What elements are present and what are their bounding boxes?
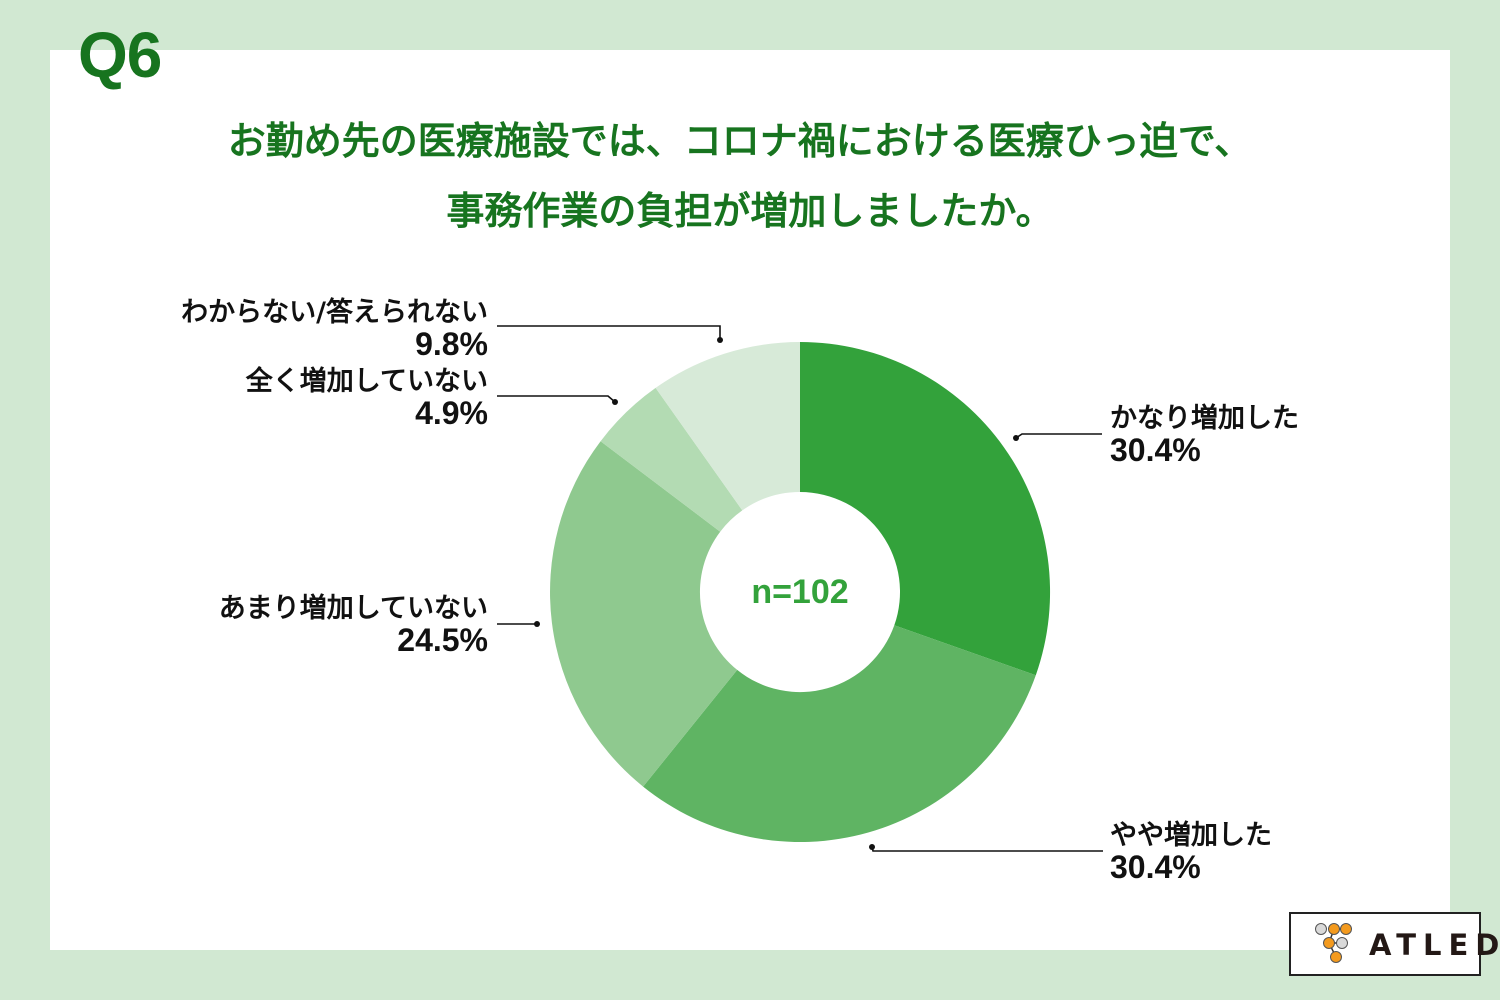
label-mattaku: 全く増加していない 4.9% — [245, 366, 488, 431]
atled-wordmark: ATLED — [1369, 928, 1500, 962]
label-wakaranai-name: わからない/答えられない — [181, 297, 488, 328]
label-kanari-pct: 30.4% — [1110, 432, 1201, 468]
label-mattaku-pct: 4.9% — [415, 395, 488, 431]
leader-line-yaya — [871, 846, 1103, 852]
label-wakaranai: わからない/答えられない 9.8% — [181, 297, 488, 362]
label-amari-name: あまり増加していない — [218, 593, 488, 624]
leader-line-kanari — [1015, 433, 1102, 439]
atled-logo: ATLED — [1289, 912, 1499, 976]
slice-wakaranai — [655, 342, 800, 511]
label-yaya-name: やや増加した — [1110, 820, 1272, 851]
leader-line-wakaranai — [497, 325, 721, 340]
label-amari: あまり増加していない 24.5% — [218, 593, 488, 658]
question-title-line-1: お勤め先の医療施設では、コロナ禍における医療ひっ迫で、 — [227, 119, 1253, 163]
slice-mattaku-zouka-shiteinai — [600, 387, 743, 532]
sample-size-label: n=102 — [751, 573, 849, 611]
label-yaya: やや増加した 30.4% — [1110, 820, 1272, 885]
label-amari-pct: 24.5% — [397, 622, 488, 658]
atled-molecule-icon — [1315, 923, 1352, 963]
label-kanari: かなり増加した 30.4% — [1110, 403, 1299, 468]
slice-kanari-zouka — [800, 342, 1051, 676]
leader-line-mattaku — [497, 395, 616, 403]
label-kanari-name: かなり増加した — [1110, 403, 1299, 434]
slice-amari-zouka-shiteinai — [550, 441, 738, 787]
label-wakaranai-pct: 9.8% — [415, 326, 488, 362]
slice-yaya-zouka — [643, 625, 1036, 843]
question-number: Q6 — [78, 19, 162, 91]
label-mattaku-name: 全く増加していない — [245, 366, 488, 397]
question-title-line-2: 事務作業の負担が増加しましたか。 — [446, 189, 1054, 233]
label-yaya-pct: 30.4% — [1110, 849, 1201, 885]
